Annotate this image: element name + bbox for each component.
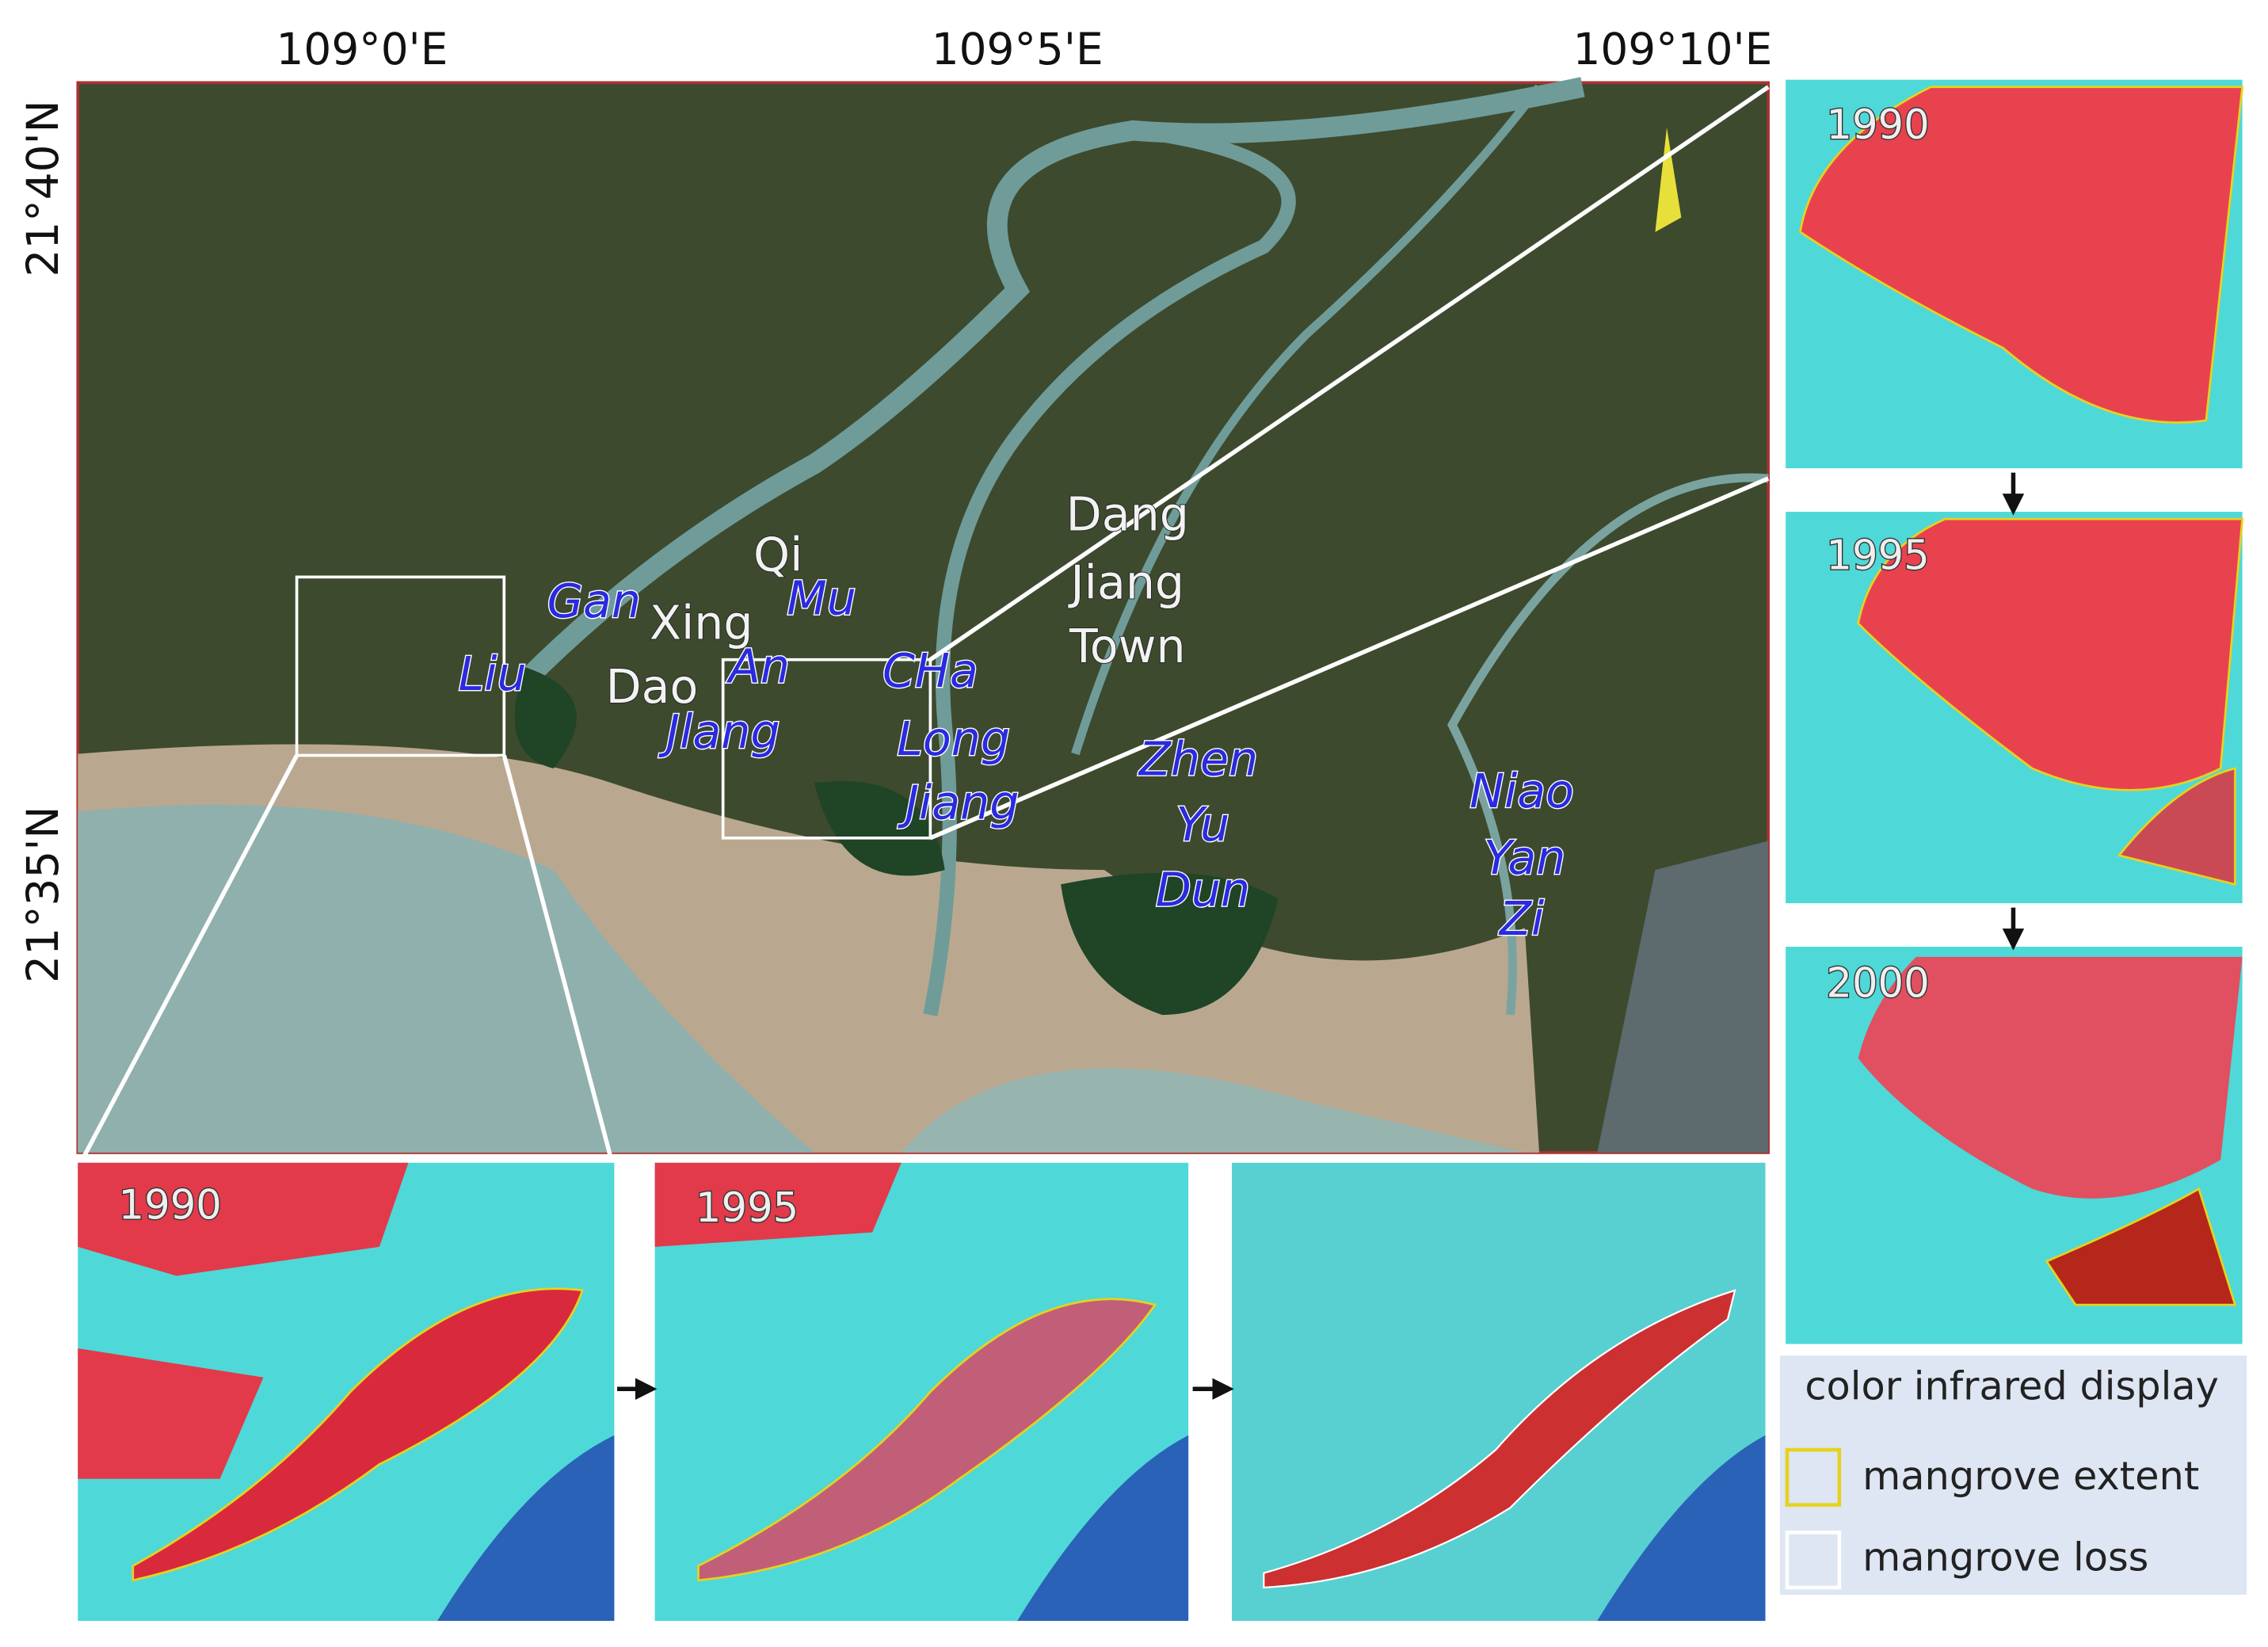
place-label: Dang <box>1066 487 1189 541</box>
river-label: Mu <box>787 572 856 626</box>
place-label: Qi <box>753 528 802 582</box>
place-label: Jiang <box>1067 555 1184 609</box>
river-label: Zhen <box>1138 733 1258 787</box>
longitude-label: 109°10'E <box>1572 24 1772 74</box>
place-label: Xing <box>650 597 753 650</box>
river-label: CHa <box>882 644 978 698</box>
panel-year: 1995 <box>1826 532 1929 580</box>
longitude-label: 109°5'E <box>932 24 1104 74</box>
main-map <box>76 77 1771 1161</box>
legend-title: color infrared display <box>1805 1363 2219 1409</box>
river-label: Liu <box>459 647 527 701</box>
river-label: Long <box>897 712 1010 766</box>
river-label: Gan <box>547 574 641 628</box>
river-label: Niao <box>1469 764 1574 818</box>
panel-year: 1990 <box>1826 101 1929 149</box>
place-label: Town <box>1069 620 1186 673</box>
river-label: Jlang <box>658 705 780 759</box>
legend-item: mangrove extent <box>1862 1453 2199 1499</box>
panel-year: 2000 <box>1826 959 1929 1007</box>
place-label: Dao <box>606 660 699 714</box>
legend-item: mangrove loss <box>1862 1535 2148 1580</box>
insets <box>78 79 2247 1622</box>
longitude-label: 109°0'E <box>276 24 448 74</box>
river-label: Jiang <box>898 776 1020 830</box>
river-label: Yan <box>1484 831 1565 885</box>
panel-year: 1995 <box>696 1184 799 1232</box>
latitude-label: 21°40'N <box>17 100 68 276</box>
river-label: An <box>726 640 790 694</box>
river-label: Dun <box>1156 863 1250 917</box>
panel-year: 1990 <box>119 1181 222 1229</box>
latitude-label: 21°35'N <box>17 806 68 983</box>
river-label: Zi <box>1498 892 1544 946</box>
river-label: Yu <box>1176 798 1230 852</box>
